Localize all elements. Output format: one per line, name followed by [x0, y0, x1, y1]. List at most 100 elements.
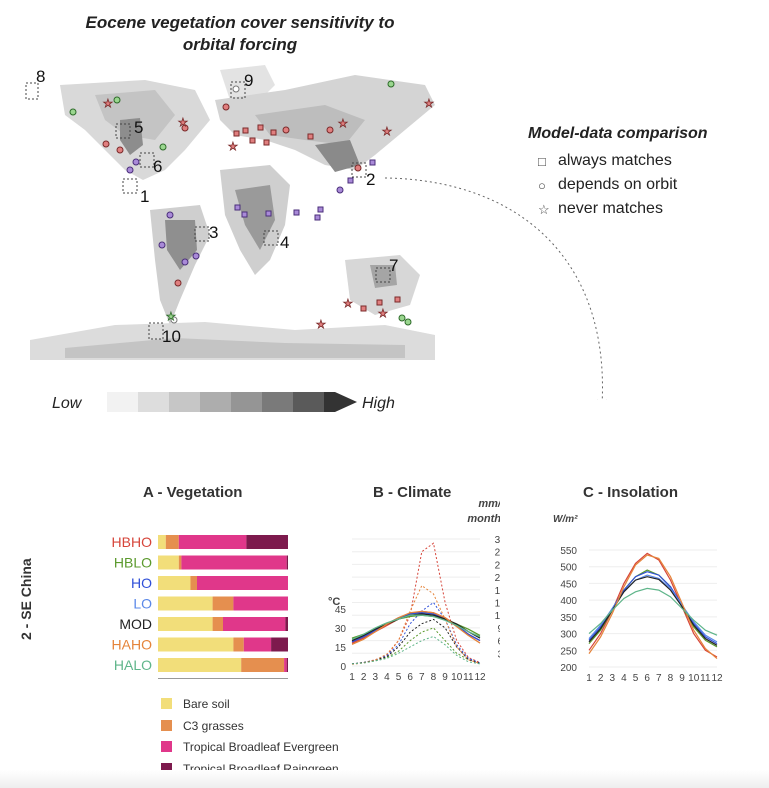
site-number-9: 9 [244, 71, 253, 90]
x-tick-label: 8 [668, 673, 674, 684]
square-marker [394, 296, 401, 303]
site-markers: ★ ★ ★ ★ ★ ★ ★ ★ ★ ★ 1 2 3 4 5 6 7 8 9 10 [25, 67, 607, 400]
circle-marker [326, 126, 334, 134]
map-shade [120, 118, 143, 155]
square-marker [249, 137, 256, 144]
bar-segment [284, 658, 287, 672]
square-marker [314, 214, 321, 221]
scale-step [262, 392, 293, 412]
star-marker: ★ [103, 98, 113, 110]
precip-line-haho [351, 584, 481, 665]
x-tick-label: 3 [609, 673, 615, 684]
circle-marker [102, 140, 110, 148]
x-tick-label: 10 [688, 673, 700, 684]
circle-marker [398, 314, 406, 322]
right-y-tick-label: 60 [497, 637, 500, 648]
insolation-line-hblo [588, 569, 718, 648]
panel-c-title: C - Insolation [583, 484, 678, 501]
temp-line-halo [351, 614, 481, 640]
bar-segment [271, 637, 288, 652]
bar-segment [246, 535, 288, 549]
x-tick-label: 11 [700, 673, 711, 684]
site-number-5: 5 [134, 118, 143, 137]
bar-segment [158, 658, 242, 672]
bare-soil-swatch [161, 698, 172, 709]
site-number-1: 1 [140, 187, 149, 206]
circle-marker [336, 186, 344, 194]
y-tick-label: 550 [560, 546, 577, 557]
category-label-halo: HALO [114, 657, 152, 673]
legend-title: Model-data comparison [528, 125, 708, 142]
x-tick-label: 1 [349, 672, 355, 683]
square-marker [376, 299, 383, 306]
circle-marker [116, 146, 124, 154]
square-marker [233, 130, 240, 137]
star-marker: ★ [378, 308, 388, 320]
circle-marker [166, 211, 174, 219]
star-marker: ★ [424, 98, 434, 110]
site-box-4 [263, 230, 279, 246]
circle-marker [170, 316, 178, 324]
map-shade [255, 105, 365, 145]
scale-step [169, 392, 200, 412]
x-tick-label: 1 [586, 673, 592, 684]
category-label-haho: HAHO [112, 637, 153, 653]
bar-segment [243, 637, 272, 652]
insolation-line-haho [588, 554, 718, 660]
scale-step [231, 392, 262, 412]
star-icon: ☆ [538, 202, 550, 217]
square-marker [360, 305, 367, 312]
scale-high-label: High [362, 395, 395, 412]
right-y-tick-label: 180 [495, 586, 500, 597]
legend-label: never matches [558, 200, 663, 217]
left-y-tick-label: 45 [335, 605, 347, 616]
circle-icon: ○ [538, 178, 546, 193]
scale-step [293, 392, 324, 412]
region-label: 2 - SE China [18, 558, 34, 640]
left-y-tick-label: 0 [340, 662, 346, 673]
square-marker [242, 127, 249, 134]
circle-marker [113, 96, 121, 104]
site-box-1 [122, 178, 138, 194]
veg-legend-label: C3 grasses [183, 719, 244, 733]
bar-segment [158, 637, 234, 652]
title-line-2: orbital forcing [182, 35, 298, 54]
x-tick-label: 7 [656, 673, 662, 684]
square-marker [270, 129, 277, 136]
x-tick-label: 2 [361, 672, 367, 683]
right-y-tick-label: 90 [497, 624, 500, 635]
site-number-8: 8 [36, 67, 45, 86]
bar-segment [178, 555, 182, 570]
bar-segment [212, 617, 223, 631]
panel-a-title: A - Vegetation [143, 484, 243, 501]
x-tick-label: 0 [155, 685, 161, 686]
site-number-7: 7 [389, 256, 398, 275]
site-box-5 [115, 123, 131, 139]
circle-marker [222, 103, 230, 111]
insolation-line-hbho [588, 552, 718, 658]
y-tick-label: 350 [560, 613, 577, 624]
right-axis-label-1: mm/ [478, 498, 500, 510]
title-line-1: Eocene vegetation cover sensitivity to [85, 13, 395, 32]
circle-marker [354, 164, 362, 172]
veg-legend-label: Tropical Broadleaf Evergreen [183, 740, 339, 754]
bar-segment [223, 617, 286, 631]
x-tick-label: 25 [184, 685, 196, 686]
circle-marker [192, 252, 200, 260]
square-marker [241, 211, 248, 218]
bar-segment [158, 596, 213, 611]
bar-segment [241, 658, 285, 672]
right-axis-label-2: month [467, 513, 500, 525]
climate-chart: 03060901201501802102402703000153045°Cmm/… [328, 498, 500, 683]
bar-segment [158, 617, 213, 631]
site-number-2: 2 [366, 170, 375, 189]
temp-line-mod [351, 613, 481, 642]
left-y-tick-label: 15 [335, 643, 347, 654]
circle-marker [387, 80, 395, 88]
x-tick-label: 4 [621, 673, 627, 684]
circle-marker [158, 241, 166, 249]
left-y-tick-label: 30 [335, 624, 347, 635]
c3-grasses-swatch [161, 720, 172, 731]
map-shade [165, 220, 197, 270]
